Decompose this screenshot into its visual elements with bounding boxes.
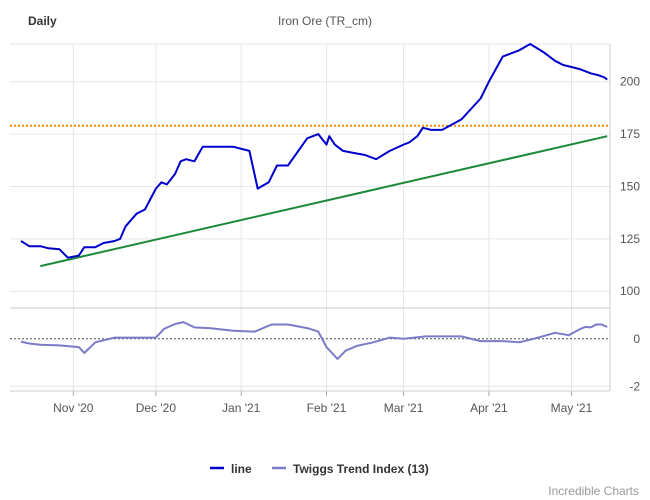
credit-text[interactable]: Incredible Charts [548, 484, 639, 498]
axis-layer: Nov '20 Dec '20 Jan '21 Feb '21 Mar '21 Apr '… [10, 44, 640, 415]
legend: line Twiggs Trend Index (13) [210, 462, 429, 476]
x-tick-label: Dec '20 [136, 401, 177, 415]
y-tick-label: 200 [620, 75, 640, 89]
x-tick-label: Nov '20 [53, 401, 94, 415]
y-tick-label: 125 [620, 232, 640, 246]
y-tick-label: 175 [620, 127, 640, 141]
price-series-line [20, 43, 608, 259]
twiggs-trend-index-line [20, 321, 608, 360]
legend-line-label[interactable]: line [231, 462, 252, 476]
support-trendline [40, 135, 608, 268]
x-tick-label: Jan '21 [222, 401, 261, 415]
y-tick-label: 100 [620, 284, 640, 298]
guide-layer [10, 124, 610, 340]
grid-layer [10, 43, 610, 391]
x-tick-label: Feb '21 [307, 401, 347, 415]
x-tick-label: May '21 [551, 401, 593, 415]
series-layer [20, 43, 608, 360]
chart-title: Iron Ore (TR_cm) [278, 14, 372, 28]
y-tick-label: 150 [620, 179, 640, 193]
y-tick-label: 0 [633, 332, 640, 346]
y-tick-label: -2 [629, 379, 640, 393]
x-tick-label: Mar '21 [384, 401, 424, 415]
legend-twiggs-label[interactable]: Twiggs Trend Index (13) [293, 462, 429, 476]
x-tick-label: Apr '21 [470, 401, 508, 415]
chart-period: Daily [28, 14, 57, 28]
